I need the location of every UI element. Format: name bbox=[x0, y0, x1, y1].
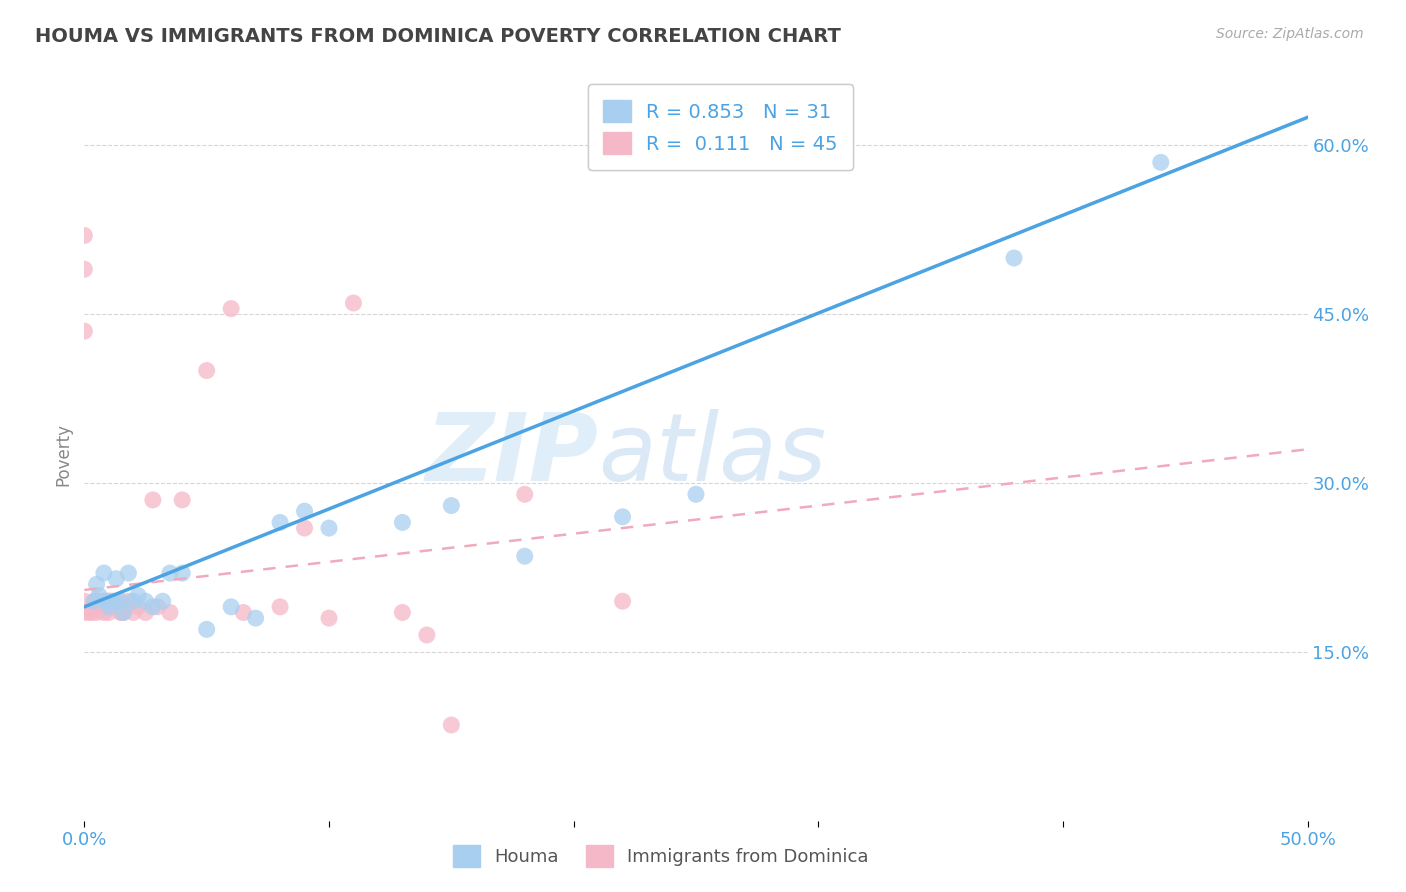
Point bbox=[97, 606, 120, 620]
Point bbox=[159, 566, 181, 580]
Point bbox=[100, 594, 122, 608]
Point bbox=[318, 611, 340, 625]
Point bbox=[146, 599, 169, 614]
Point bbox=[110, 606, 132, 620]
Point bbox=[391, 516, 413, 530]
Point bbox=[103, 594, 125, 608]
Point bbox=[122, 594, 145, 608]
Point bbox=[97, 599, 120, 614]
Text: atlas: atlas bbox=[598, 409, 827, 500]
Legend: R = 0.853   N = 31, R =  0.111   N = 45: R = 0.853 N = 31, R = 0.111 N = 45 bbox=[588, 84, 853, 170]
Point bbox=[112, 606, 135, 620]
Point bbox=[135, 606, 157, 620]
Point bbox=[294, 504, 316, 518]
Point bbox=[269, 516, 291, 530]
Point bbox=[232, 606, 254, 620]
Legend: Houma, Immigrants from Dominica: Houma, Immigrants from Dominica bbox=[446, 838, 876, 874]
Point bbox=[93, 606, 115, 620]
Point bbox=[93, 566, 115, 580]
Point bbox=[294, 521, 316, 535]
Point bbox=[110, 594, 132, 608]
Point bbox=[416, 628, 439, 642]
Point bbox=[513, 549, 536, 564]
Point bbox=[127, 599, 149, 614]
Point bbox=[73, 262, 96, 277]
Point bbox=[87, 589, 110, 603]
Point bbox=[97, 594, 120, 608]
Text: ZIP: ZIP bbox=[425, 409, 598, 501]
Point bbox=[440, 718, 463, 732]
Point bbox=[513, 487, 536, 501]
Point bbox=[90, 599, 112, 614]
Point bbox=[219, 599, 242, 614]
Point bbox=[159, 606, 181, 620]
Text: Source: ZipAtlas.com: Source: ZipAtlas.com bbox=[1216, 27, 1364, 41]
Point bbox=[115, 599, 138, 614]
Point bbox=[1150, 155, 1173, 169]
Point bbox=[117, 594, 139, 608]
Point bbox=[107, 594, 129, 608]
Point bbox=[105, 599, 128, 614]
Point bbox=[105, 572, 128, 586]
Point bbox=[142, 492, 165, 507]
Point bbox=[93, 594, 115, 608]
Point bbox=[127, 589, 149, 603]
Point bbox=[83, 594, 105, 608]
Point bbox=[83, 594, 105, 608]
Point bbox=[342, 296, 364, 310]
Point bbox=[195, 363, 218, 377]
Point bbox=[117, 566, 139, 580]
Text: HOUMA VS IMMIGRANTS FROM DOMINICA POVERTY CORRELATION CHART: HOUMA VS IMMIGRANTS FROM DOMINICA POVERT… bbox=[35, 27, 841, 45]
Point bbox=[612, 509, 634, 524]
Point bbox=[172, 566, 194, 580]
Point bbox=[73, 594, 96, 608]
Point bbox=[73, 324, 96, 338]
Point bbox=[96, 594, 118, 608]
Point bbox=[440, 499, 463, 513]
Point bbox=[87, 594, 110, 608]
Point bbox=[245, 611, 267, 625]
Point bbox=[391, 606, 413, 620]
Point bbox=[142, 599, 165, 614]
Point bbox=[86, 594, 108, 608]
Point bbox=[1002, 251, 1025, 265]
Point bbox=[86, 606, 108, 620]
Point bbox=[77, 606, 100, 620]
Point bbox=[172, 492, 194, 507]
Point bbox=[80, 606, 103, 620]
Point bbox=[135, 594, 157, 608]
Point bbox=[269, 599, 291, 614]
Point bbox=[103, 599, 125, 614]
Point bbox=[96, 594, 118, 608]
Point bbox=[112, 606, 135, 620]
Point bbox=[110, 606, 132, 620]
Point bbox=[73, 228, 96, 243]
Point bbox=[195, 623, 218, 637]
Point bbox=[685, 487, 707, 501]
Point bbox=[219, 301, 242, 316]
Point bbox=[122, 606, 145, 620]
Point bbox=[152, 594, 174, 608]
Point bbox=[612, 594, 634, 608]
Point bbox=[318, 521, 340, 535]
Y-axis label: Poverty: Poverty bbox=[55, 424, 73, 486]
Point bbox=[86, 577, 108, 591]
Point bbox=[73, 606, 96, 620]
